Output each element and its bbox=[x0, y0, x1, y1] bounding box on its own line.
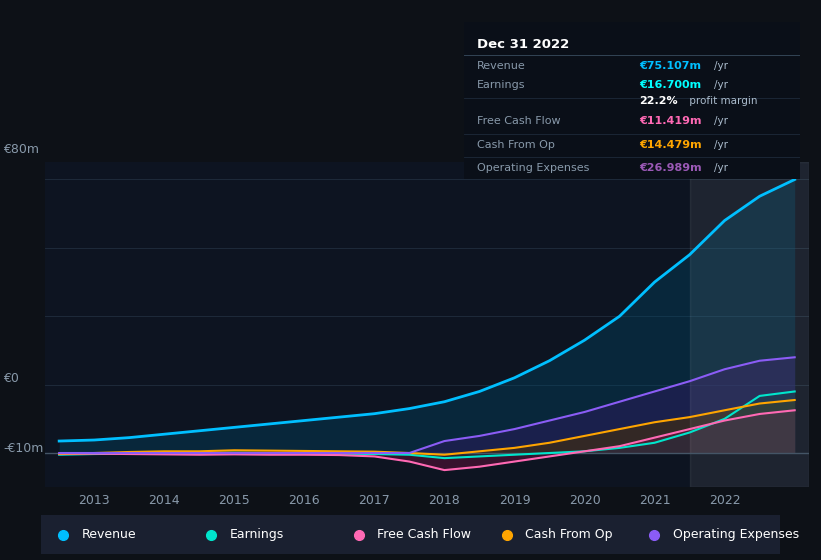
Text: €0: €0 bbox=[3, 372, 19, 385]
Text: Free Cash Flow: Free Cash Flow bbox=[378, 528, 471, 542]
Text: Earnings: Earnings bbox=[230, 528, 284, 542]
Text: Free Cash Flow: Free Cash Flow bbox=[477, 116, 561, 126]
Text: Dec 31 2022: Dec 31 2022 bbox=[477, 38, 570, 51]
Text: €14.479m: €14.479m bbox=[639, 139, 701, 150]
Text: /yr: /yr bbox=[714, 61, 728, 71]
Text: Earnings: Earnings bbox=[477, 80, 525, 90]
Text: /yr: /yr bbox=[714, 163, 728, 173]
Text: profit margin: profit margin bbox=[686, 96, 758, 106]
Text: €75.107m: €75.107m bbox=[639, 61, 701, 71]
Text: Cash From Op: Cash From Op bbox=[525, 528, 612, 542]
Text: 22.2%: 22.2% bbox=[639, 96, 677, 106]
Text: €80m: €80m bbox=[3, 143, 39, 156]
Text: Revenue: Revenue bbox=[82, 528, 136, 542]
Text: €16.700m: €16.700m bbox=[639, 80, 701, 90]
Text: -€10m: -€10m bbox=[3, 442, 44, 455]
Text: Cash From Op: Cash From Op bbox=[477, 139, 555, 150]
Bar bbox=[690, 162, 809, 487]
Text: Operating Expenses: Operating Expenses bbox=[673, 528, 799, 542]
Text: /yr: /yr bbox=[714, 139, 728, 150]
Text: /yr: /yr bbox=[714, 80, 728, 90]
Text: Revenue: Revenue bbox=[477, 61, 526, 71]
Text: €26.989m: €26.989m bbox=[639, 163, 701, 173]
Text: /yr: /yr bbox=[714, 116, 728, 126]
Text: €11.419m: €11.419m bbox=[639, 116, 701, 126]
Text: Operating Expenses: Operating Expenses bbox=[477, 163, 589, 173]
